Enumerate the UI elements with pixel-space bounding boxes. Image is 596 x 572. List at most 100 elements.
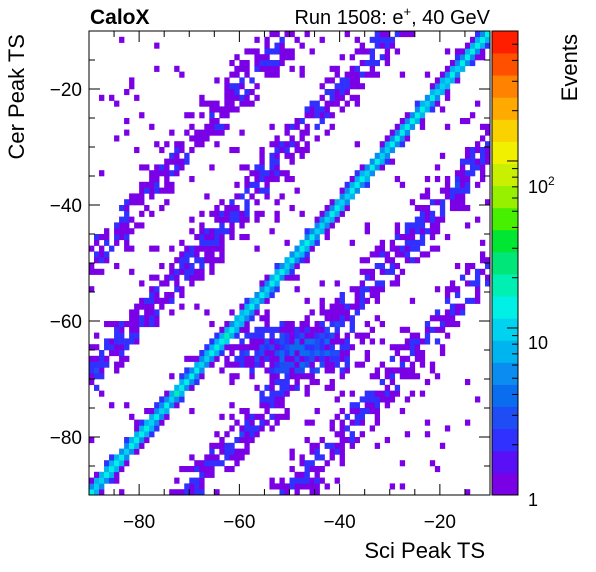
heatmap-cell [429,361,436,368]
heatmap-cell [314,228,320,235]
heatmap-cell [444,332,451,339]
heatmap-cell [334,332,340,339]
heatmap-cell [254,326,260,333]
heatmap-cell [299,251,305,258]
heatmap-cell [244,321,250,328]
heatmap-cell [234,89,240,96]
heatmap-cell [164,390,170,397]
heatmap-cell [349,77,355,84]
heatmap-cell [444,309,451,316]
heatmap-cell [124,402,130,409]
heatmap-cell [114,338,120,345]
heatmap-cell [194,483,200,490]
heatmap-cell [439,321,446,328]
heatmap-cell [94,373,100,380]
heatmap-cell [214,489,220,496]
heatmap-cell [194,355,200,362]
heatmap-cell [104,251,110,258]
heatmap-cell [309,373,315,380]
heatmap-cell [379,239,386,246]
heatmap-cell [209,448,215,455]
heatmap-cell [374,42,381,49]
heatmap-cell [359,83,365,90]
heatmap-cell [269,60,275,67]
heatmap-cell [269,390,275,397]
heatmap-cell [179,263,185,270]
heatmap-cell [189,408,195,415]
heatmap-cell [164,158,170,165]
heatmap-cell [244,332,250,339]
x-tick-label: −20 [424,512,456,533]
heatmap-cell [184,483,190,490]
heatmap-cell [169,297,175,304]
heatmap-cell [309,483,315,490]
heatmap-cell [319,216,325,223]
heatmap-cell [389,141,396,148]
heatmap-cell [339,303,345,310]
heatmap-cell [359,413,365,420]
heatmap-cell [374,419,381,426]
heatmap-cell [309,466,315,473]
heatmap-cell [169,187,175,194]
heatmap-cell [124,344,130,351]
heatmap-cell [274,379,280,386]
heatmap-cell [459,199,466,206]
heatmap-cell [314,332,320,339]
heatmap-cell [434,309,441,316]
heatmap-cell [344,193,350,200]
heatmap-cell [379,31,386,38]
heatmap-cell [304,112,310,119]
heatmap-cell [229,466,235,473]
heatmap-cell [254,36,260,43]
heatmap-cell [259,164,265,171]
heatmap-cell [299,321,305,328]
heatmap-cell [264,193,270,200]
heatmap-cell [414,106,421,113]
heatmap-cell [254,170,260,177]
heatmap-cell [224,454,230,461]
heatmap-cell [214,141,220,148]
heatmap-cell [339,297,345,304]
heatmap-cell [134,199,140,206]
heatmap-cell [239,315,245,322]
heatmap-cell [404,234,411,241]
heatmap-cell [259,419,265,426]
palette-segment [492,141,518,164]
heatmap-cell [304,460,310,467]
heatmap-cell [184,129,190,136]
heatmap-cell [239,448,245,455]
heatmap-cell [264,280,270,287]
heatmap-cell [209,466,215,473]
heatmap-cell [164,170,170,177]
heatmap-cell [274,338,280,345]
heatmap-cell [284,48,290,55]
heatmap-cell [469,54,476,61]
heatmap-cell [269,280,275,287]
heatmap-cell [459,181,466,188]
heatmap-cell [239,425,245,432]
heatmap-cell [339,94,345,101]
heatmap-cell [459,48,466,55]
heatmap-cell [404,344,411,351]
heatmap-cell [239,321,245,328]
heatmap-cell [309,228,315,235]
heatmap-cell [129,309,135,316]
heatmap-cell [389,344,396,351]
heatmap-cell [219,338,225,345]
y-axis-label: Cer Peak TS [4,34,29,160]
heatmap-cell [464,187,471,194]
heatmap-cell [354,408,360,415]
heatmap-cell [219,257,225,264]
heatmap-cell [439,315,446,322]
heatmap-cell [129,245,135,252]
heatmap-cell [154,297,160,304]
heatmap-cell [234,147,240,154]
heatmap-cell [354,94,360,101]
heatmap-cell [239,216,245,223]
heatmap-cell [394,123,401,130]
heatmap-cell [409,367,416,374]
heatmap-cell [339,193,345,200]
heatmap-cell [169,181,175,188]
heatmap-cell [219,222,225,229]
heatmap-cell [484,280,491,287]
